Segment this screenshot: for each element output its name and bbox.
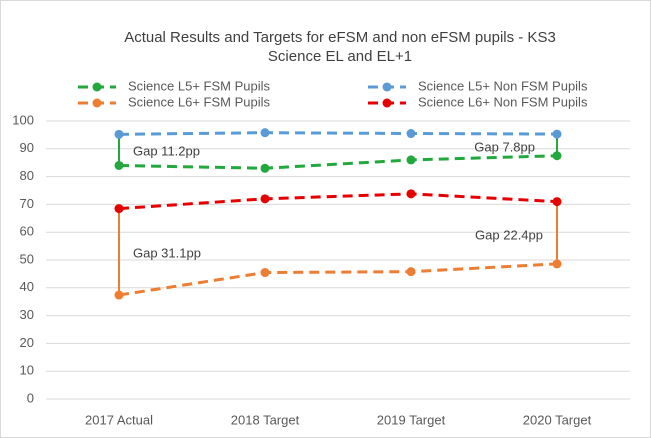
annotation: Gap 22.4pp	[475, 227, 543, 242]
data-point	[114, 290, 124, 300]
y-tick-label: 30	[20, 307, 34, 322]
series-line	[118, 262, 558, 297]
data-point	[260, 194, 270, 204]
annotation: Gap 7.8pp	[474, 139, 535, 154]
chart-title: Actual Results and Targets for eFSM and …	[124, 29, 556, 46]
data-point	[260, 128, 270, 138]
data-point	[406, 155, 416, 165]
y-tick-label: 40	[20, 279, 34, 294]
chart-subtitle: Science EL and EL+1	[268, 48, 412, 65]
x-tick-label: 2019 Target	[377, 412, 446, 427]
legend-label: Science L6+ FSM Pupils	[128, 94, 270, 109]
legend-marker	[92, 98, 102, 108]
y-tick-label: 90	[20, 140, 34, 155]
x-tick-label: 2020 Target	[523, 412, 592, 427]
series-line	[118, 192, 558, 211]
y-tick-label: 10	[20, 363, 34, 378]
data-point	[552, 151, 562, 161]
y-tick-label: 100	[12, 112, 34, 127]
legend-label: Science L5+ Non FSM Pupils	[418, 78, 588, 93]
series-line	[118, 131, 558, 136]
legend-label: Science L5+ FSM Pupils	[128, 78, 270, 93]
y-tick-label: 50	[20, 251, 34, 266]
legend-marker	[92, 82, 102, 92]
data-point	[260, 268, 270, 278]
data-point	[552, 259, 562, 269]
legend-marker	[382, 98, 392, 108]
y-tick-label: 20	[20, 335, 34, 350]
annotation: Gap 11.2pp	[133, 143, 200, 158]
y-tick-label: 70	[20, 196, 34, 211]
y-tick-label: 0	[27, 390, 34, 405]
legend-marker	[382, 82, 392, 92]
y-tick-label: 80	[20, 168, 34, 183]
data-point	[114, 204, 124, 214]
annotation: Gap 31.1pp	[133, 245, 201, 260]
x-tick-label: 2018 Target	[231, 412, 300, 427]
data-point	[260, 163, 270, 173]
y-tick-label: 60	[20, 224, 34, 239]
legend-label: Science L6+ Non FSM Pupils	[418, 94, 588, 109]
data-point	[406, 267, 416, 277]
data-point	[406, 129, 416, 139]
data-point	[552, 197, 562, 207]
series-line	[118, 154, 558, 170]
data-point	[114, 129, 124, 139]
x-tick-label: 2017 Actual	[85, 412, 153, 427]
data-point	[552, 129, 562, 139]
data-point	[406, 189, 416, 199]
data-point	[114, 160, 124, 170]
